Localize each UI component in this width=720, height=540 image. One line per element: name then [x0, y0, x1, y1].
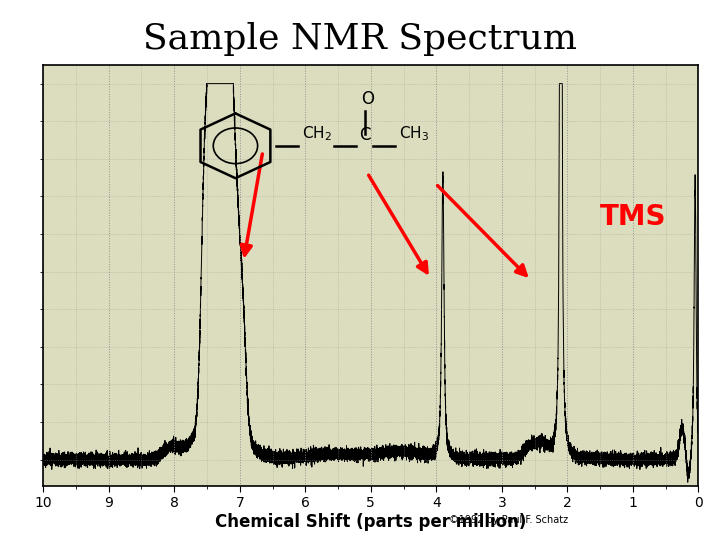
- Text: CH$_2$: CH$_2$: [302, 124, 332, 143]
- Text: TMS: TMS: [600, 203, 667, 231]
- Text: Sample NMR Spectrum: Sample NMR Spectrum: [143, 22, 577, 56]
- Text: O: O: [361, 90, 374, 109]
- Text: ©1992 by Paul F. Schatz: ©1992 by Paul F. Schatz: [449, 516, 569, 525]
- Text: C: C: [359, 126, 370, 144]
- X-axis label: Chemical Shift (parts per million): Chemical Shift (parts per million): [215, 513, 526, 531]
- Text: CH$_3$: CH$_3$: [399, 124, 429, 143]
